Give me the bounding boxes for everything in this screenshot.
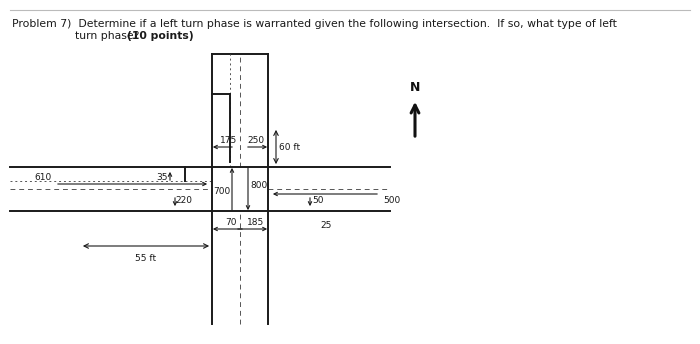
Text: 60 ft: 60 ft — [279, 142, 300, 151]
Text: N: N — [410, 81, 420, 94]
Text: 50: 50 — [312, 196, 323, 205]
Text: 70: 70 — [225, 218, 237, 227]
Text: 175: 175 — [220, 136, 237, 145]
Text: 800: 800 — [250, 182, 267, 191]
Bar — [212, 167, 268, 211]
Text: 55 ft: 55 ft — [135, 254, 157, 263]
Text: 700: 700 — [213, 187, 230, 196]
Text: 610: 610 — [35, 173, 52, 182]
Text: 185: 185 — [247, 218, 265, 227]
Text: turn phase?: turn phase? — [75, 31, 143, 41]
Text: 250: 250 — [247, 136, 264, 145]
Text: Problem 7)  Determine if a left turn phase is warranted given the following inte: Problem 7) Determine if a left turn phas… — [12, 19, 617, 29]
Text: (10 points): (10 points) — [127, 31, 194, 41]
Text: 500: 500 — [383, 196, 400, 205]
Text: 25: 25 — [320, 221, 331, 230]
Text: 220: 220 — [175, 196, 192, 205]
Text: 35: 35 — [157, 173, 168, 182]
